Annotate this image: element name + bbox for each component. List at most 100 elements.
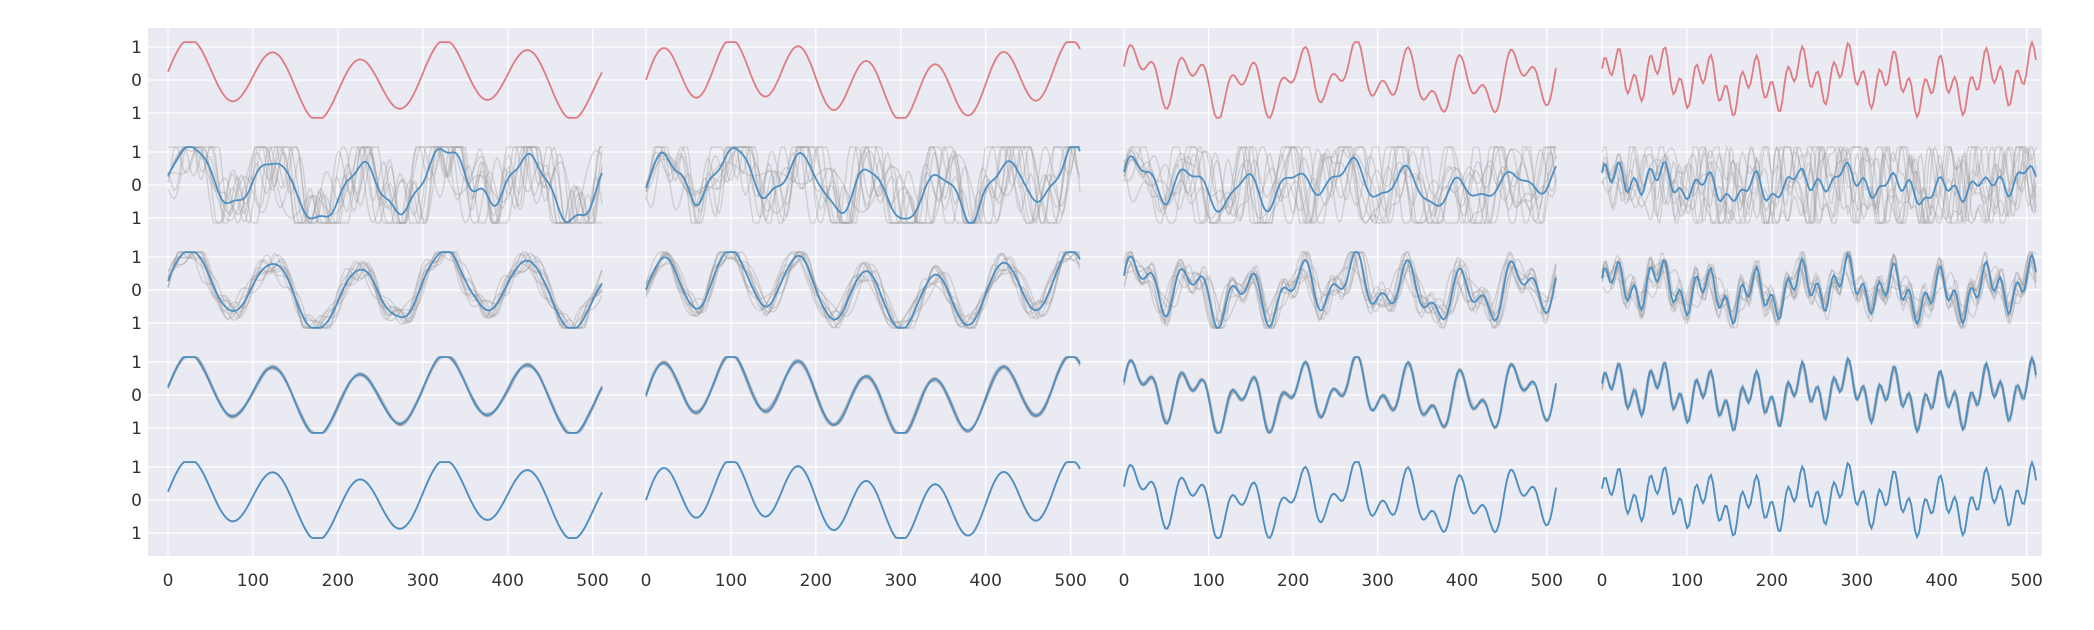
sample-series-line bbox=[167, 146, 602, 224]
x-tick-label: 0 bbox=[1119, 571, 1130, 591]
sample-series-line bbox=[1123, 146, 1556, 224]
sample-series-line bbox=[167, 146, 603, 224]
x-tick-label: 300 bbox=[1361, 571, 1393, 591]
mean-series-line bbox=[645, 251, 1081, 329]
x-tick-label: 400 bbox=[1446, 571, 1478, 591]
x-tick-label: 100 bbox=[1671, 571, 1703, 591]
sample-series-line bbox=[645, 251, 1081, 329]
sample-series-line bbox=[645, 356, 1081, 434]
y-tick-label: 1 bbox=[131, 248, 142, 268]
x-tick-label: 500 bbox=[2010, 571, 2042, 591]
sample-series-line bbox=[167, 251, 603, 329]
sample-series-line bbox=[1123, 251, 1557, 329]
sample-series-line bbox=[645, 251, 1080, 329]
mean-series-line bbox=[167, 251, 603, 329]
mean-series-line bbox=[1601, 161, 2037, 206]
mean-series-line bbox=[645, 461, 1081, 539]
sample-series-line bbox=[1123, 259, 1557, 329]
sample-series-line bbox=[645, 251, 1081, 325]
x-tick-label: 300 bbox=[885, 571, 917, 591]
sample-series-line bbox=[645, 146, 1080, 224]
mean-series-line bbox=[1123, 155, 1557, 213]
sample-series-line bbox=[1123, 146, 1557, 224]
x-tick-label: 100 bbox=[715, 571, 747, 591]
mean-series-line bbox=[167, 356, 603, 434]
mean-series-line bbox=[645, 146, 1081, 224]
sample-series-line bbox=[645, 146, 1081, 224]
x-tick-label: 300 bbox=[407, 571, 439, 591]
y-tick-label: 0 bbox=[131, 176, 142, 196]
sample-series-line bbox=[1123, 251, 1557, 329]
sample-series-line bbox=[167, 251, 603, 329]
y-tick-label: 1 bbox=[131, 419, 142, 439]
sample-series-line bbox=[167, 146, 603, 224]
sample-series-line bbox=[1601, 145, 2037, 225]
sample-series-line bbox=[645, 146, 1081, 225]
x-tick-label: 300 bbox=[1841, 571, 1873, 591]
mean-series-line bbox=[1123, 461, 1557, 539]
y-tick-label: 0 bbox=[131, 491, 142, 511]
sample-series-line bbox=[167, 251, 603, 329]
sample-series-line bbox=[1123, 251, 1557, 328]
y-tick-label: 1 bbox=[131, 524, 142, 544]
sample-series-line bbox=[168, 146, 602, 224]
mean-series-line bbox=[1601, 355, 2037, 435]
sample-series-line bbox=[1601, 251, 2037, 329]
sample-series-line bbox=[1601, 146, 2037, 225]
x-tick-label: 200 bbox=[1277, 571, 1309, 591]
sample-series-line bbox=[167, 146, 603, 224]
sample-series-line bbox=[167, 251, 603, 329]
sample-series-line bbox=[1601, 145, 2037, 225]
sample-series-line bbox=[1601, 146, 2037, 225]
sample-series-line bbox=[167, 146, 603, 224]
y-tick-label: 1 bbox=[131, 143, 142, 163]
x-tick-label: 200 bbox=[1756, 571, 1788, 591]
sample-series-line bbox=[167, 251, 603, 329]
x-tick-label: 100 bbox=[1192, 571, 1224, 591]
x-tick-label: 400 bbox=[491, 571, 523, 591]
sample-series-line bbox=[1123, 146, 1557, 224]
y-tick-label: 0 bbox=[131, 71, 142, 91]
sample-series-line bbox=[645, 146, 1080, 224]
sample-series-line bbox=[645, 251, 1081, 329]
sample-series-line bbox=[645, 146, 1080, 224]
y-tick-label: 1 bbox=[131, 209, 142, 229]
sample-series-line bbox=[1601, 146, 2037, 224]
mean-series-line bbox=[1601, 252, 2037, 327]
y-tick-label: 0 bbox=[131, 386, 142, 406]
sample-series-line bbox=[1123, 146, 1557, 224]
sample-series-line bbox=[1601, 145, 2037, 225]
target-series-line bbox=[167, 41, 603, 119]
target-series-line bbox=[1123, 41, 1557, 119]
sample-series-line bbox=[645, 251, 1081, 329]
sample-series-line bbox=[1601, 250, 2037, 329]
sample-series-line bbox=[167, 251, 603, 329]
plot-background bbox=[148, 28, 2042, 556]
y-tick-label: 1 bbox=[131, 353, 142, 373]
y-tick-label: 1 bbox=[131, 314, 142, 334]
sample-series-line bbox=[1123, 146, 1557, 224]
sample-series-line bbox=[645, 146, 1081, 224]
y-tick-label: 1 bbox=[131, 458, 142, 478]
sample-series-line bbox=[1123, 251, 1557, 329]
x-tick-label: 400 bbox=[969, 571, 1001, 591]
sample-series-line bbox=[167, 146, 602, 224]
sample-series-line bbox=[1123, 251, 1557, 329]
target-series-line bbox=[1601, 39, 2037, 120]
sample-series-line bbox=[645, 146, 1080, 224]
sample-series-line bbox=[1123, 251, 1557, 329]
sample-series-line bbox=[1123, 146, 1557, 224]
mean-series-line bbox=[1601, 459, 2037, 540]
sample-series-line bbox=[1601, 145, 2037, 224]
sample-series-line bbox=[1601, 265, 2037, 321]
mean-series-line bbox=[1123, 251, 1557, 329]
x-tick-label: 0 bbox=[163, 571, 174, 591]
x-tick-label: 500 bbox=[576, 571, 608, 591]
x-tick-label: 500 bbox=[1530, 571, 1562, 591]
sample-series-line bbox=[1601, 256, 2037, 325]
mean-series-line bbox=[645, 356, 1081, 434]
sample-series-line bbox=[1123, 146, 1556, 224]
sample-series-line bbox=[167, 146, 603, 225]
